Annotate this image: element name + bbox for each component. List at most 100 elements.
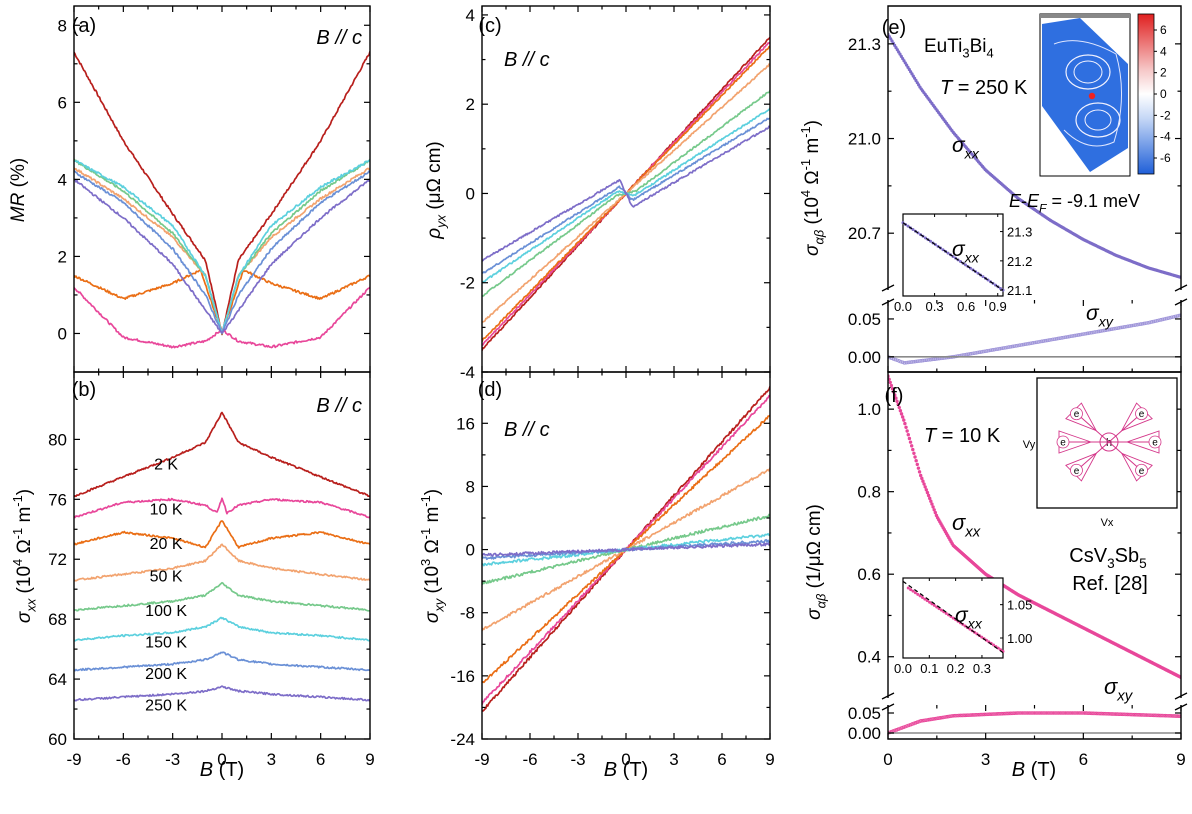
y-tick-label: 0.6	[857, 565, 881, 584]
series-line-200k	[74, 651, 370, 672]
data-point-sigma-xy-f	[1115, 712, 1120, 716]
electron-label: e	[1139, 409, 1145, 420]
data-point-sigma-xy-f	[1012, 711, 1016, 715]
data-point-sigma-xy-e	[1157, 318, 1161, 323]
electron-label: e	[1074, 466, 1080, 477]
data-point-sigma-xy-f	[906, 723, 911, 728]
data-point-sigma-xy-f	[1103, 711, 1107, 716]
colorbar-tick-label: 0	[1160, 87, 1167, 101]
data-point-sigma-xy-f	[958, 713, 963, 718]
data-point-sigma-xy-f	[1105, 711, 1109, 716]
data-point-sigma-xy-f	[1044, 711, 1049, 715]
x-tick-label: 6	[1079, 750, 1088, 769]
temperature-label: 20 K	[150, 536, 183, 553]
data-point-sigma-xy-e	[1043, 338, 1048, 343]
sigma-xy-label-f: σxy​	[1104, 674, 1134, 705]
x-tick-label: -3	[570, 750, 585, 769]
data-point-sigma-xy-e	[1034, 340, 1039, 345]
panel-label-a: (a)	[72, 15, 96, 37]
y-tick-label: 4	[58, 170, 67, 189]
data-point-sigma-xy-e	[1082, 332, 1086, 336]
data-point-sigma-xy-f	[1170, 714, 1175, 718]
data-point-sigma-xy-e	[1008, 344, 1013, 349]
data-point-sigma-xy-f	[1074, 711, 1078, 715]
inset-data-point	[911, 228, 915, 232]
x-tick-label: 9	[1176, 750, 1185, 769]
data-point-sigma-xy-e	[966, 352, 971, 356]
y-tick-label: 21.3	[848, 35, 881, 54]
data-point-sigma-xy-e	[1168, 315, 1172, 320]
data-point-sigma-xy-f	[962, 713, 966, 718]
data-point-sigma-xy-e	[1096, 329, 1101, 334]
data-point-sigma-xy-f	[989, 712, 994, 716]
x-tick-label: 3	[981, 750, 990, 769]
hotspot-marker	[1088, 92, 1096, 100]
data-point-sigma-xy-e	[1159, 318, 1163, 322]
data-point-sigma-xy-e	[1074, 333, 1079, 338]
y-axis-label-a: MR (%)	[8, 158, 29, 222]
data-point-sigma-xx-f	[925, 490, 930, 495]
data-point-sigma-xy-e	[1071, 334, 1075, 338]
data-point-sigma-xy-e	[1138, 322, 1143, 326]
data-point-sigma-xy-f	[1153, 713, 1157, 718]
y-tick-label: 16	[456, 414, 475, 433]
inset-x-tick-label: 0.3	[926, 299, 944, 314]
data-point-sigma-xy-e	[1140, 321, 1145, 326]
data-point-sigma-xy-f	[915, 720, 920, 724]
data-point-sigma-xx-f	[923, 485, 927, 489]
y-tick-label: 80	[48, 430, 67, 449]
axis-break-mark	[881, 692, 895, 700]
inset-y-tick-label: 1.05	[1007, 598, 1032, 613]
series-line-50k	[74, 167, 370, 334]
data-point-sigma-xx-f	[917, 470, 922, 474]
data-point-sigma-xx-f	[890, 386, 895, 391]
data-point-sigma-xy-f	[1084, 711, 1089, 715]
series-line-50k	[74, 543, 370, 582]
inset-y-tick-label: 21.1	[1007, 283, 1032, 298]
data-point-sigma-xy-e	[1124, 324, 1128, 329]
y-tick-label: 21.0	[848, 130, 881, 149]
data-point-sigma-xy-f	[998, 711, 1002, 716]
data-point-sigma-xy-f	[977, 712, 982, 717]
x-axis-label-ab: B (T)	[200, 759, 244, 781]
vy-axis-label: Vy	[1023, 439, 1036, 451]
data-point-sigma-xy-e	[1032, 340, 1037, 345]
temperature-label: 2 K	[154, 456, 178, 473]
data-point-sigma-xy-e	[1137, 322, 1141, 327]
data-point-sigma-xy-e	[1012, 344, 1017, 348]
data-point-sigma-xy-f	[936, 716, 940, 721]
data-point-sigma-xx-f	[895, 399, 899, 403]
y-tick-label: 0	[466, 541, 475, 560]
data-point-sigma-xy-e	[972, 351, 976, 355]
x-tick-label: -6	[116, 750, 131, 769]
data-point-sigma-xy-e	[1078, 332, 1083, 337]
data-point-sigma-xy-e	[1105, 328, 1110, 332]
data-point-sigma-xx-f	[897, 405, 901, 410]
data-point-sigma-xx-f	[911, 447, 915, 452]
panel-b-frame	[73, 371, 371, 740]
inset-data-point	[996, 646, 1000, 650]
data-point-sigma-xy-f	[1063, 711, 1068, 715]
inset-fit-line	[902, 222, 1004, 291]
data-point-sigma-xy-f	[1172, 714, 1176, 718]
data-point-sigma-xx-f	[899, 412, 904, 416]
data-point-sigma-xy-f	[1056, 711, 1061, 715]
inset-data-point	[964, 263, 967, 267]
data-point-sigma-xy-f	[908, 722, 913, 727]
data-point-sigma-xy-e	[1098, 329, 1103, 333]
data-point-sigma-xy-e	[904, 360, 909, 365]
x-axis-label-cd: B (T)	[604, 759, 648, 781]
data-point-sigma-xy-e	[911, 359, 916, 364]
data-point-sigma-xy-f	[1158, 713, 1163, 718]
data-point-sigma-xy-f	[905, 724, 909, 728]
data-point-sigma-xy-f	[960, 713, 964, 718]
series-line-100k	[74, 581, 370, 612]
data-point-sigma-xy-e	[1072, 333, 1077, 338]
series-line-2k	[74, 51, 370, 336]
data-point-sigma-xy-f	[918, 719, 923, 723]
data-point-sigma-xy-e	[930, 357, 934, 362]
data-point-sigma-xy-f	[1134, 712, 1138, 717]
electron-label: e	[1060, 438, 1066, 449]
inset-data-point	[906, 586, 910, 590]
data-point-sigma-xy-e	[1107, 327, 1112, 332]
